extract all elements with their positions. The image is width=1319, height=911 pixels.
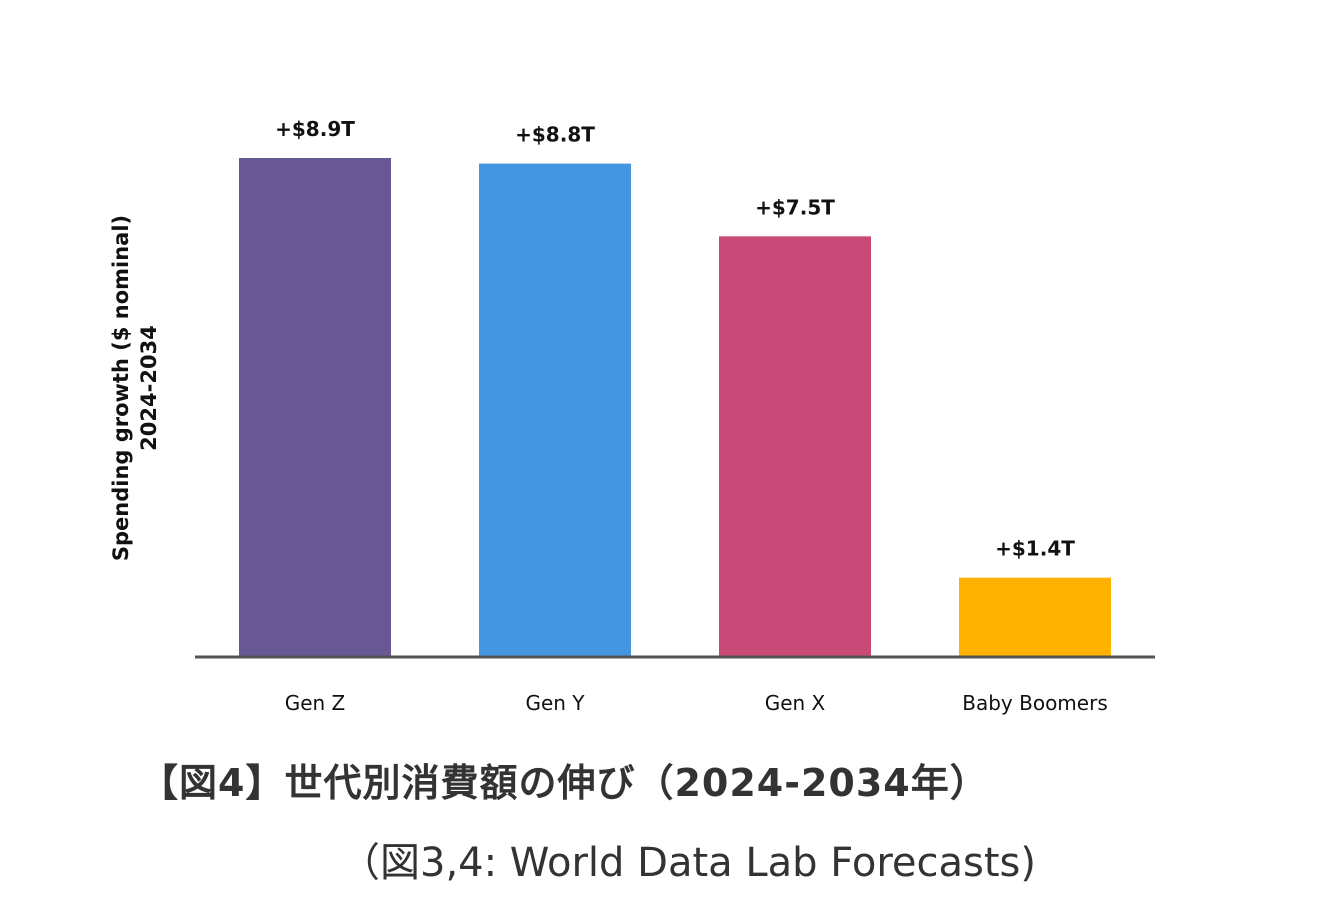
bars-layer: +$8.9T Gen Z +$8.8T Gen Y +$7.5T Gen X +$1.4T B… [239, 117, 1111, 715]
y-axis-label-line-2: 2024-2034 [137, 325, 161, 451]
x-tick-label: Gen Y [525, 691, 585, 715]
bar-gen-z [239, 158, 391, 656]
x-tick-label: Gen Z [285, 691, 346, 715]
bar-baby-boomers [959, 577, 1111, 656]
x-tick-label: Baby Boomers [962, 691, 1108, 715]
y-axis-label-line-1: Spending growth ($ nominal) [109, 215, 133, 561]
bar-chart: Spending growth ($ nominal) 2024-2034 +$… [109, 117, 1155, 715]
x-tick-label: Gen X [765, 691, 826, 715]
data-label: +$7.5T [755, 195, 835, 219]
bar-gen-y [479, 163, 631, 656]
figure-caption-title: 【図4】世代別消費額の伸び（2024-2034年） [140, 761, 989, 805]
data-label: +$8.9T [275, 117, 355, 141]
bar-gen-x [719, 236, 871, 656]
figure-caption-source: （図3,4: World Data Lab Forecasts) [340, 840, 1036, 886]
data-label: +$1.4T [995, 537, 1075, 561]
data-label: +$8.8T [515, 123, 595, 147]
